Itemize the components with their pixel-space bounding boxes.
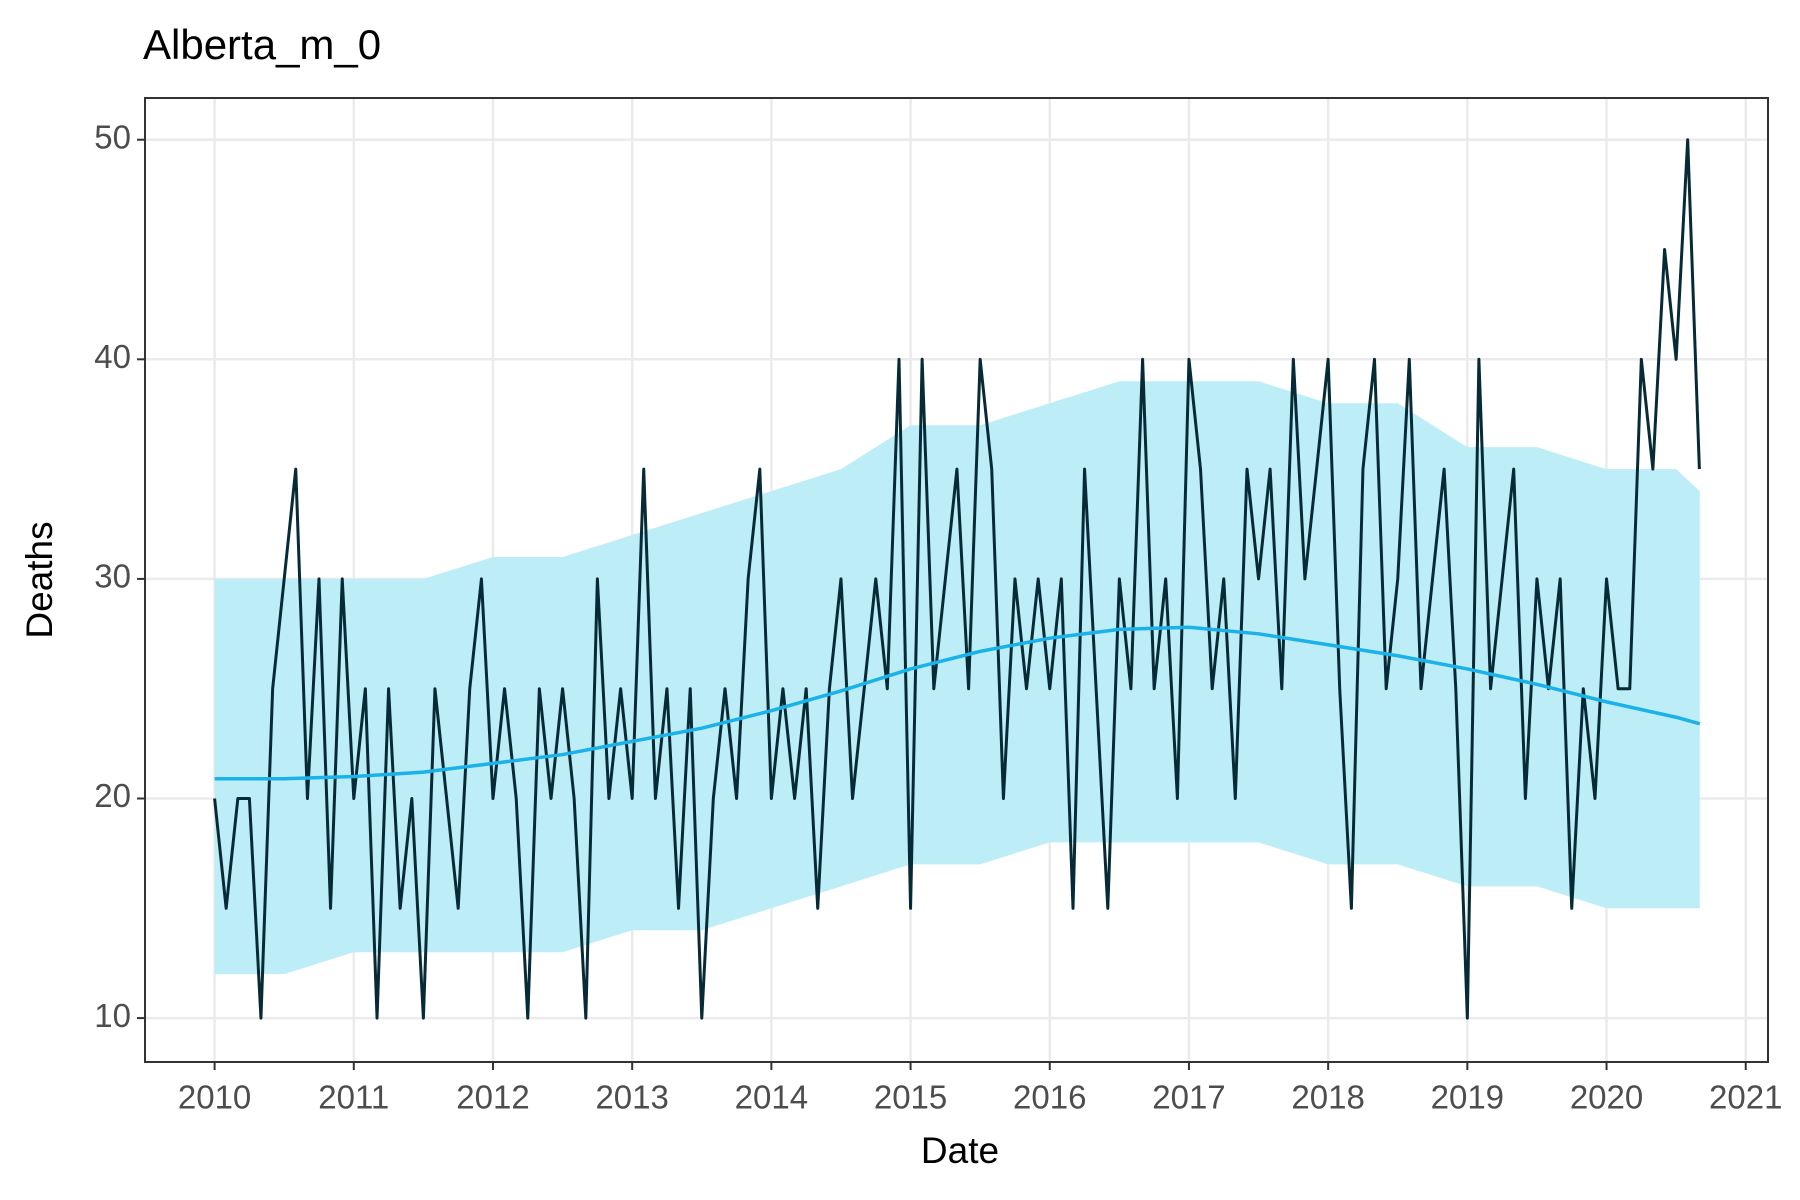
- x-tick-label: 2021: [1709, 1079, 1782, 1116]
- y-tick-label: 40: [94, 338, 131, 375]
- y-tick-label: 30: [94, 558, 131, 595]
- x-tick-label: 2015: [874, 1079, 947, 1116]
- prediction-band: [214, 381, 1700, 975]
- x-tick-label: 2010: [178, 1079, 251, 1116]
- x-axis-title: Date: [921, 1130, 999, 1171]
- x-tick-label: 2019: [1431, 1079, 1504, 1116]
- x-tick-label: 2013: [595, 1079, 668, 1116]
- y-axis-title: Deaths: [19, 521, 60, 638]
- y-tick-label: 20: [94, 777, 131, 814]
- panel-border: [144, 97, 1769, 1063]
- x-tick-label: 2012: [456, 1079, 529, 1116]
- x-tick-label: 2014: [735, 1079, 808, 1116]
- observed-line: [213, 138, 1701, 1020]
- trend-line: [214, 625, 1701, 781]
- chart-title: Alberta_m_0: [143, 21, 381, 68]
- x-tick-label: 2016: [1013, 1079, 1086, 1116]
- x-tick-label: 2017: [1152, 1079, 1225, 1116]
- x-tick-label: 2020: [1570, 1079, 1643, 1116]
- x-tick-label: 2018: [1291, 1079, 1364, 1116]
- x-tick-label: 2011: [318, 1079, 389, 1116]
- y-tick-label: 10: [94, 997, 131, 1034]
- y-tick-label: 50: [94, 118, 131, 155]
